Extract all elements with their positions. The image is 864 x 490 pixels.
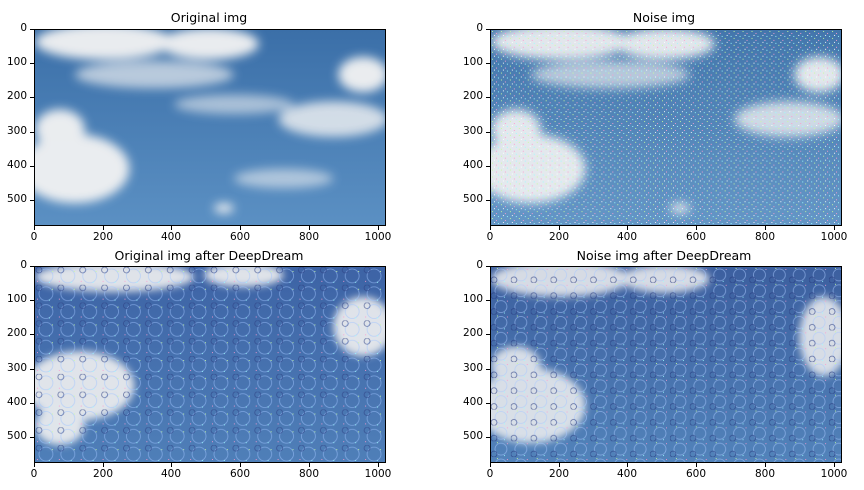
y-tick-label: 100 [462,56,483,68]
x-tick-label: 1000 [820,231,848,243]
y-tick-label: 400 [6,396,27,408]
image-axes-original [34,29,386,226]
x-tick-label: 1000 [364,468,392,480]
panel-title: Noise img [632,10,696,25]
sky-image-dream-noise [491,267,841,462]
y-tick-label: 500 [6,430,27,442]
y-tick-label: 200 [6,327,27,339]
x-tick-label: 200 [548,231,570,243]
x-tick-label: 0 [486,231,494,243]
image-axes-noise [490,29,842,226]
x-tick-label: 0 [30,468,38,480]
x-tick-label: 800 [754,231,776,243]
y-tick-label: 400 [6,159,27,171]
y-tick-label: 100 [6,293,27,305]
y-tick-label: 100 [462,293,483,305]
y-tick-label: 100 [6,56,27,68]
x-tick-label: 1000 [364,231,392,243]
x-tick-label: 600 [685,468,707,480]
panel-title: Original img [170,10,248,25]
y-tick-label: 400 [462,396,483,408]
x-tick-label: 400 [160,231,182,243]
sky-image-dream-original [35,267,385,462]
x-tick-label: 400 [616,231,638,243]
x-tick-label: 1000 [820,468,848,480]
y-tick-label: 0 [20,22,27,34]
x-tick-label: 400 [616,468,638,480]
x-tick-label: 0 [30,231,38,243]
x-tick-label: 0 [486,468,494,480]
y-tick-label: 0 [476,259,483,271]
x-tick-label: 200 [92,468,114,480]
y-tick-label: 0 [476,22,483,34]
y-tick-label: 500 [462,193,483,205]
image-axes-dream-original [34,266,386,463]
y-tick-label: 300 [462,125,483,137]
x-tick-label: 400 [160,468,182,480]
y-tick-label: 400 [462,159,483,171]
y-tick-label: 300 [462,362,483,374]
image-axes-dream-noise [490,266,842,463]
x-tick-label: 600 [685,231,707,243]
x-tick-label: 800 [298,468,320,480]
y-tick-label: 200 [462,327,483,339]
sky-image-noise [491,30,841,225]
x-tick-label: 600 [229,468,251,480]
panel-title: Original img after DeepDream [114,248,304,263]
y-tick-label: 500 [6,193,27,205]
x-tick-label: 600 [229,231,251,243]
y-tick-label: 300 [6,362,27,374]
x-tick-label: 800 [298,231,320,243]
x-tick-label: 200 [92,231,114,243]
x-tick-label: 200 [548,468,570,480]
sky-image-original [35,30,385,225]
panel-title: Noise img after DeepDream [576,248,752,263]
y-tick-label: 200 [6,90,27,102]
y-tick-label: 0 [20,259,27,271]
y-tick-label: 300 [6,125,27,137]
y-tick-label: 500 [462,430,483,442]
x-tick-label: 800 [754,468,776,480]
y-tick-label: 200 [462,90,483,102]
